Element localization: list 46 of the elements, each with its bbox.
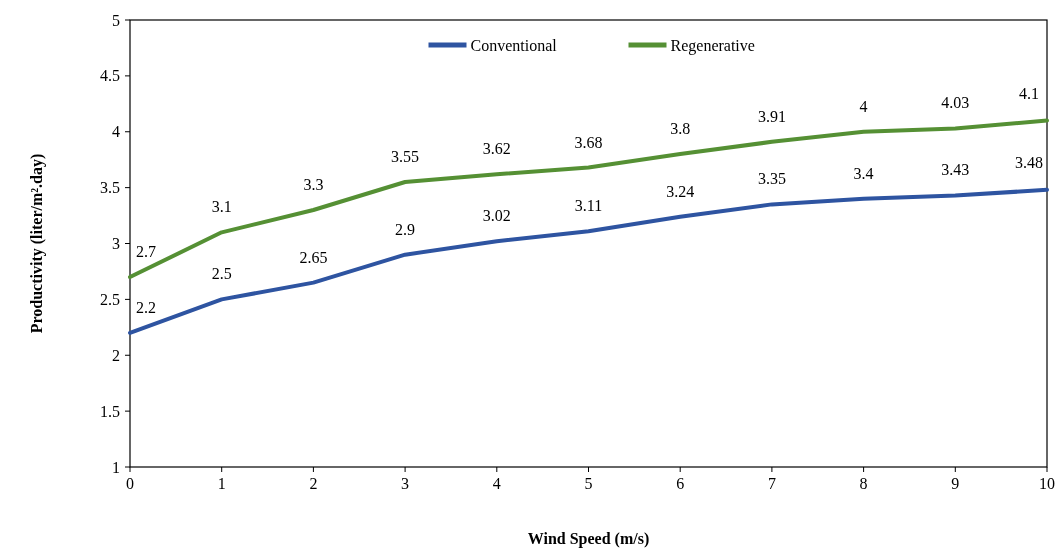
legend-label: Conventional xyxy=(470,36,558,54)
y-tick-label: 5 xyxy=(112,11,120,29)
data-label: 3.8 xyxy=(670,120,691,138)
data-label: 3.68 xyxy=(574,133,603,151)
y-tick-label: 3 xyxy=(112,235,120,253)
data-label: 2.65 xyxy=(299,248,328,266)
y-tick-label: 2.5 xyxy=(100,290,120,308)
data-label: 2.7 xyxy=(136,243,156,261)
x-tick-label: 9 xyxy=(951,475,960,492)
data-label: 3.24 xyxy=(666,182,695,200)
y-tick-label: 4 xyxy=(112,123,120,141)
data-label: 3.62 xyxy=(482,140,511,158)
y-tick-label: 1.5 xyxy=(100,402,120,420)
y-tick-label: 4.5 xyxy=(100,67,120,85)
data-label: 2.9 xyxy=(395,220,416,238)
x-tick-label: 3 xyxy=(401,475,410,492)
data-label: 4 xyxy=(859,97,868,115)
data-label: 3.11 xyxy=(574,197,603,215)
x-tick-label: 10 xyxy=(1039,475,1055,492)
data-label: 4.03 xyxy=(941,94,970,112)
x-tick-label: 8 xyxy=(859,475,868,492)
y-axis-title: Productivity (liter/m².day) xyxy=(28,153,46,334)
x-axis-title: Wind Speed (m/s) xyxy=(527,530,650,548)
x-tick-label: 2 xyxy=(309,475,318,492)
legend-label: Regenerative xyxy=(670,36,755,55)
y-tick-label: 3.5 xyxy=(100,179,120,197)
x-tick-label: 4 xyxy=(492,475,501,492)
data-label: 3.4 xyxy=(853,164,874,182)
y-tick-label: 2 xyxy=(112,346,120,364)
data-label: 2.2 xyxy=(136,298,156,316)
data-label: 3.48 xyxy=(1015,153,1043,171)
x-tick-label: 1 xyxy=(217,475,226,492)
data-label: 3.91 xyxy=(757,107,786,125)
data-label: 2.5 xyxy=(211,265,232,283)
data-label: 3.02 xyxy=(482,207,511,225)
data-label: 3.3 xyxy=(303,175,324,193)
x-tick-label: 0 xyxy=(126,475,134,492)
x-tick-label: 6 xyxy=(676,475,685,492)
x-tick-label: 7 xyxy=(767,475,776,492)
data-label: 3.43 xyxy=(941,161,970,179)
x-tick-label: 5 xyxy=(584,475,593,492)
data-label: 3.55 xyxy=(391,148,420,166)
data-label: 3.35 xyxy=(757,170,786,188)
y-tick-label: 1 xyxy=(112,458,120,476)
data-label: 4.1 xyxy=(1019,84,1039,102)
data-label: 3.1 xyxy=(211,198,232,216)
